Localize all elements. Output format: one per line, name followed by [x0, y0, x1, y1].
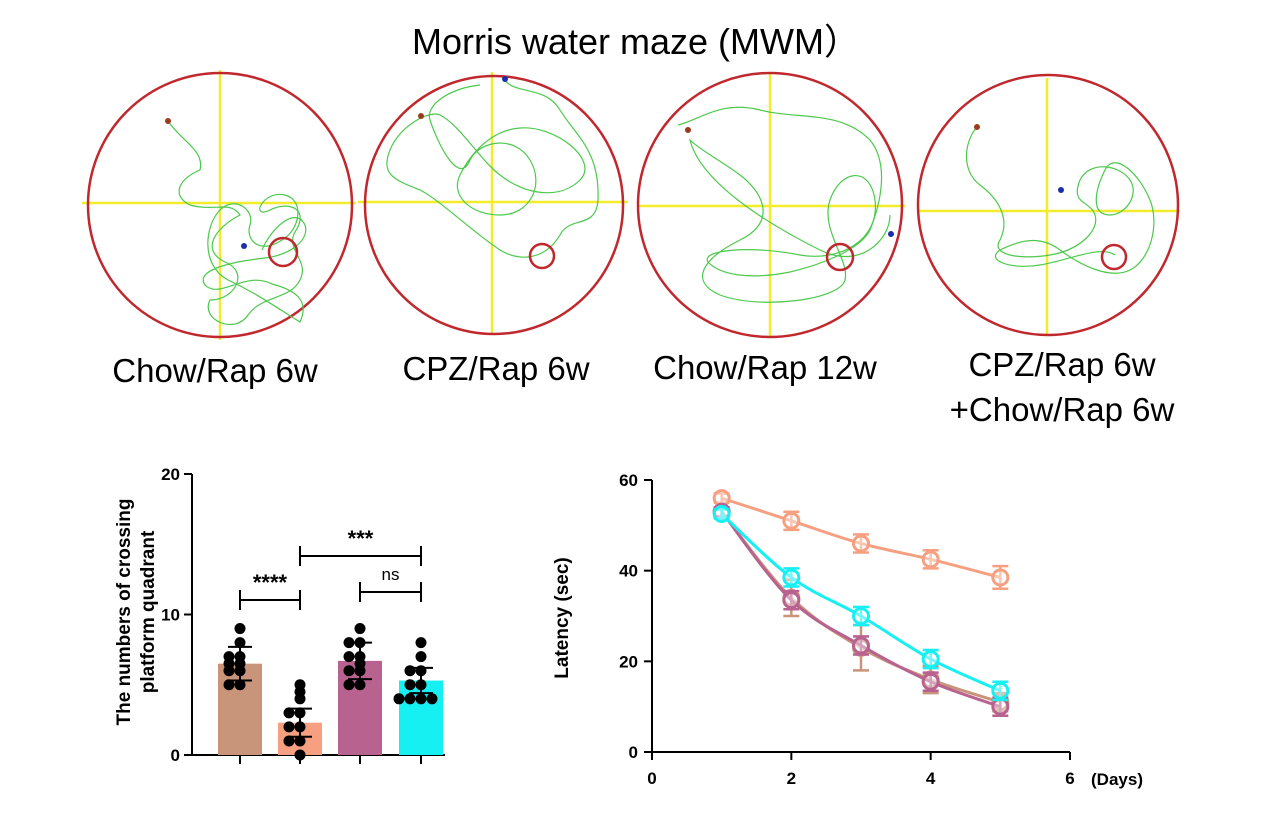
end-dot	[502, 76, 508, 82]
data-point	[415, 665, 427, 677]
series-marker	[782, 568, 801, 587]
platform-circle	[267, 236, 299, 268]
data-point	[354, 679, 366, 691]
panel-label-3: Chow/Rap 12w	[653, 349, 877, 386]
pool-boundary	[916, 73, 1180, 337]
pool-boundary	[86, 71, 354, 339]
significance-label: ns	[382, 565, 400, 584]
panel-label-1: Chow/Rap 6w	[112, 352, 318, 389]
data-point	[343, 637, 355, 649]
data-point	[404, 665, 416, 677]
significance-label: ***	[348, 526, 374, 551]
series-marker	[991, 568, 1010, 587]
bar-y-axis-label: The numbers of crossing platform quadrant	[114, 499, 159, 726]
series-marker	[852, 534, 870, 553]
line-chart: Latency (sec) (Days) 0 20 40 60 0 2 4 6	[552, 471, 1143, 789]
swim-path	[167, 120, 307, 325]
series-marker	[921, 650, 940, 669]
data-point	[294, 721, 306, 733]
pool-boundary	[363, 74, 625, 336]
data-point	[354, 637, 366, 649]
series-line	[720, 510, 1001, 709]
start-dot	[165, 118, 171, 124]
data-point	[343, 679, 355, 691]
data-point	[283, 735, 295, 747]
line-x-tick-label: 6	[1065, 769, 1074, 788]
bar-y-tick-label: 20	[161, 465, 180, 484]
line-y-tick-label: 0	[629, 743, 638, 762]
end-dot	[241, 243, 247, 249]
data-point	[283, 721, 295, 733]
data-point	[415, 651, 427, 663]
start-dot	[418, 113, 424, 119]
data-point	[426, 693, 438, 705]
maze-panel-2: CPZ/Rap 6w	[358, 72, 628, 387]
data-point	[223, 679, 235, 691]
series-marker	[852, 607, 870, 625]
line-y-tick-label: 40	[619, 562, 638, 581]
line-y-axis-label: Latency (sec)	[552, 557, 573, 678]
line-x-tick-label: 2	[787, 769, 796, 788]
end-dot	[888, 231, 894, 237]
data-point	[415, 637, 427, 649]
line-x-tick-label: 0	[647, 769, 656, 788]
panel-label-4-line2: +Chow/Rap 6w	[950, 391, 1175, 428]
series-marker	[712, 505, 731, 523]
significance-label: ****	[253, 570, 288, 595]
line-y-tick-label: 60	[619, 471, 638, 490]
line-y-tick-label: 20	[619, 652, 638, 671]
bar-y-tick-label: 0	[171, 746, 180, 765]
figure-title: Morris water maze (MWM）	[412, 21, 860, 62]
data-point	[283, 707, 295, 719]
data-point	[223, 665, 235, 677]
series-marker	[921, 550, 940, 569]
data-point	[294, 707, 306, 719]
swim-path	[677, 106, 891, 303]
data-point	[393, 693, 405, 705]
panel-label-2: CPZ/Rap 6w	[402, 350, 589, 387]
platform-circle	[1100, 243, 1128, 271]
series-marker	[782, 591, 801, 610]
data-point	[404, 679, 416, 691]
end-dot	[1058, 187, 1064, 193]
panel-label-4: CPZ/Rap 6w	[968, 346, 1155, 383]
platform-circle	[825, 242, 855, 272]
data-point	[415, 679, 427, 691]
swim-path	[965, 126, 1155, 274]
maze-panel-1: Chow/Rap 6w	[82, 70, 356, 389]
bar-y-tick-label: 10	[161, 606, 180, 625]
maze-panel-3: Chow/Rap 12w	[636, 71, 905, 386]
series-marker	[782, 511, 801, 530]
pool-boundary	[636, 71, 904, 339]
data-point	[354, 665, 366, 677]
data-point	[294, 735, 306, 747]
data-point	[343, 651, 355, 663]
data-point	[234, 623, 246, 635]
data-point	[234, 665, 246, 677]
series-marker	[921, 672, 940, 691]
line-x-tick-label: 4	[926, 769, 936, 788]
series-marker	[852, 636, 870, 655]
data-point	[294, 749, 306, 761]
data-point	[234, 637, 246, 649]
bar-chart: The numbers of crossing platform quadrant…	[114, 465, 445, 765]
start-dot	[974, 124, 980, 130]
data-point	[415, 693, 427, 705]
bar-y-axis-label-line: The numbers of crossing	[114, 499, 135, 726]
data-point	[294, 693, 306, 705]
maze-panel-4: CPZ/Rap 6w +Chow/Rap 6w	[916, 73, 1180, 428]
bar-y-axis-label-line: platform quadrant	[138, 530, 159, 693]
data-point	[354, 623, 366, 635]
data-point	[234, 679, 246, 691]
data-point	[343, 665, 355, 677]
start-dot	[685, 127, 691, 133]
series-marker	[991, 697, 1010, 716]
series-marker	[991, 681, 1010, 700]
data-point	[404, 693, 416, 705]
line-x-axis-label: (Days)	[1091, 770, 1143, 789]
swim-path	[386, 79, 599, 258]
platform-circle	[528, 242, 556, 270]
